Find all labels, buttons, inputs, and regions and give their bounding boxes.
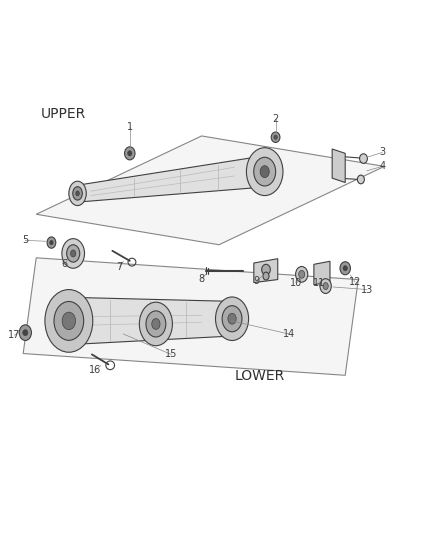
- Polygon shape: [36, 136, 385, 245]
- Polygon shape: [332, 149, 345, 182]
- Text: 9: 9: [253, 276, 259, 286]
- Ellipse shape: [299, 270, 305, 278]
- Text: 10: 10: [290, 278, 303, 288]
- Ellipse shape: [357, 175, 364, 184]
- Ellipse shape: [62, 239, 85, 268]
- Ellipse shape: [139, 302, 173, 346]
- Ellipse shape: [320, 279, 331, 294]
- Text: 16: 16: [89, 365, 101, 375]
- Text: 12: 12: [349, 277, 361, 287]
- Text: 17: 17: [8, 330, 21, 340]
- Ellipse shape: [323, 282, 328, 289]
- Ellipse shape: [263, 272, 269, 280]
- Ellipse shape: [69, 181, 86, 206]
- Text: LOWER: LOWER: [234, 369, 285, 383]
- Ellipse shape: [67, 245, 80, 262]
- Ellipse shape: [146, 311, 166, 337]
- Text: 4: 4: [379, 161, 385, 172]
- Ellipse shape: [73, 187, 82, 200]
- Polygon shape: [23, 258, 358, 375]
- Ellipse shape: [49, 240, 53, 245]
- Polygon shape: [73, 297, 230, 344]
- Ellipse shape: [124, 147, 135, 160]
- Ellipse shape: [261, 264, 270, 275]
- Ellipse shape: [62, 312, 75, 330]
- Ellipse shape: [222, 305, 242, 332]
- Ellipse shape: [247, 148, 283, 196]
- Text: UPPER: UPPER: [41, 107, 86, 121]
- Ellipse shape: [274, 135, 277, 140]
- Ellipse shape: [228, 313, 236, 324]
- Text: 2: 2: [272, 114, 279, 124]
- Text: 8: 8: [198, 273, 205, 284]
- Ellipse shape: [76, 191, 79, 196]
- Text: 1: 1: [127, 122, 133, 132]
- Ellipse shape: [47, 237, 56, 248]
- Text: 13: 13: [361, 285, 373, 295]
- Ellipse shape: [260, 166, 269, 177]
- Text: 3: 3: [379, 148, 385, 157]
- Polygon shape: [80, 156, 262, 202]
- Ellipse shape: [340, 262, 350, 275]
- Ellipse shape: [45, 289, 93, 352]
- Ellipse shape: [360, 154, 367, 163]
- Text: 15: 15: [165, 350, 177, 359]
- Ellipse shape: [54, 302, 84, 341]
- Ellipse shape: [152, 319, 160, 329]
- Ellipse shape: [127, 151, 132, 156]
- Text: 7: 7: [117, 262, 123, 271]
- Polygon shape: [314, 261, 330, 285]
- Text: 5: 5: [22, 236, 28, 245]
- Ellipse shape: [254, 157, 276, 186]
- Ellipse shape: [343, 265, 347, 271]
- Ellipse shape: [23, 329, 28, 336]
- Text: 6: 6: [61, 260, 67, 269]
- Ellipse shape: [71, 250, 76, 257]
- Ellipse shape: [271, 132, 280, 142]
- Polygon shape: [254, 259, 278, 282]
- Ellipse shape: [296, 266, 308, 282]
- Text: 11: 11: [313, 278, 325, 288]
- Ellipse shape: [19, 325, 32, 341]
- Ellipse shape: [215, 297, 249, 341]
- Text: 14: 14: [283, 329, 295, 339]
